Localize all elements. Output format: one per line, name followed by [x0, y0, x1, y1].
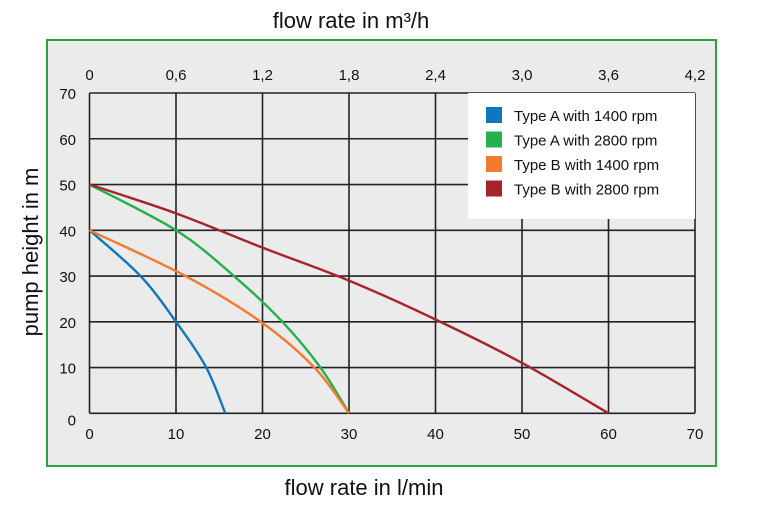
series-line-1	[88, 183, 351, 414]
top-tick-label: 3,0	[512, 67, 533, 84]
x-tick-label: 60	[600, 426, 617, 443]
legend-label: Type A with 2800 rpm	[514, 133, 657, 150]
legend-label: Type A with 1400 rpm	[514, 108, 657, 125]
top-tick-label: 1,8	[339, 67, 360, 84]
x-axis-title: flow rate in l/min	[285, 475, 444, 500]
y-tick-label: 30	[59, 269, 76, 286]
y-tick-label: 70	[59, 86, 76, 103]
x-tick-label: 50	[514, 426, 531, 443]
legend: Type A with 1400 rpm Type A with 2800 rpm…	[468, 93, 695, 219]
y-tick-label: 50	[59, 178, 76, 195]
y-tick-label: 20	[59, 315, 76, 332]
top-tick-label: 1,2	[252, 67, 273, 84]
legend-label: Type B with 2800 rpm	[514, 182, 659, 199]
legend-swatch	[486, 180, 502, 197]
top-tick-label: 0,6	[166, 67, 187, 84]
x-tick-label: 20	[254, 426, 271, 443]
top-axis-title: flow rate in m³/h	[273, 8, 430, 33]
x-tick-label: 10	[168, 426, 185, 443]
top-tick-label: 2,4	[425, 67, 446, 84]
y-tick-label: 40	[59, 223, 76, 240]
top-tick-label: 3,6	[598, 67, 619, 84]
legend-label: Type B with 1400 rpm	[514, 157, 659, 174]
series-line-3	[89, 183, 610, 415]
top-tick-label: 4,2	[685, 67, 706, 84]
series-line-2	[88, 229, 350, 415]
series-line-0	[88, 229, 227, 414]
x-tick-label: 70	[687, 426, 704, 443]
legend-swatch	[486, 156, 502, 172]
x-tick-label: 40	[427, 426, 444, 443]
top-tick-label: 0	[85, 67, 93, 84]
y-tick-label: 60	[59, 132, 76, 149]
y-axis-title: pump height in m	[18, 168, 43, 337]
y-tick-label: 0	[68, 412, 76, 429]
legend-box	[468, 93, 695, 219]
legend-swatch	[486, 131, 502, 148]
x-tick-label: 30	[341, 426, 358, 443]
x-tick-label: 0	[85, 426, 93, 443]
y-tick-label: 10	[59, 361, 76, 378]
legend-swatch	[486, 107, 502, 123]
